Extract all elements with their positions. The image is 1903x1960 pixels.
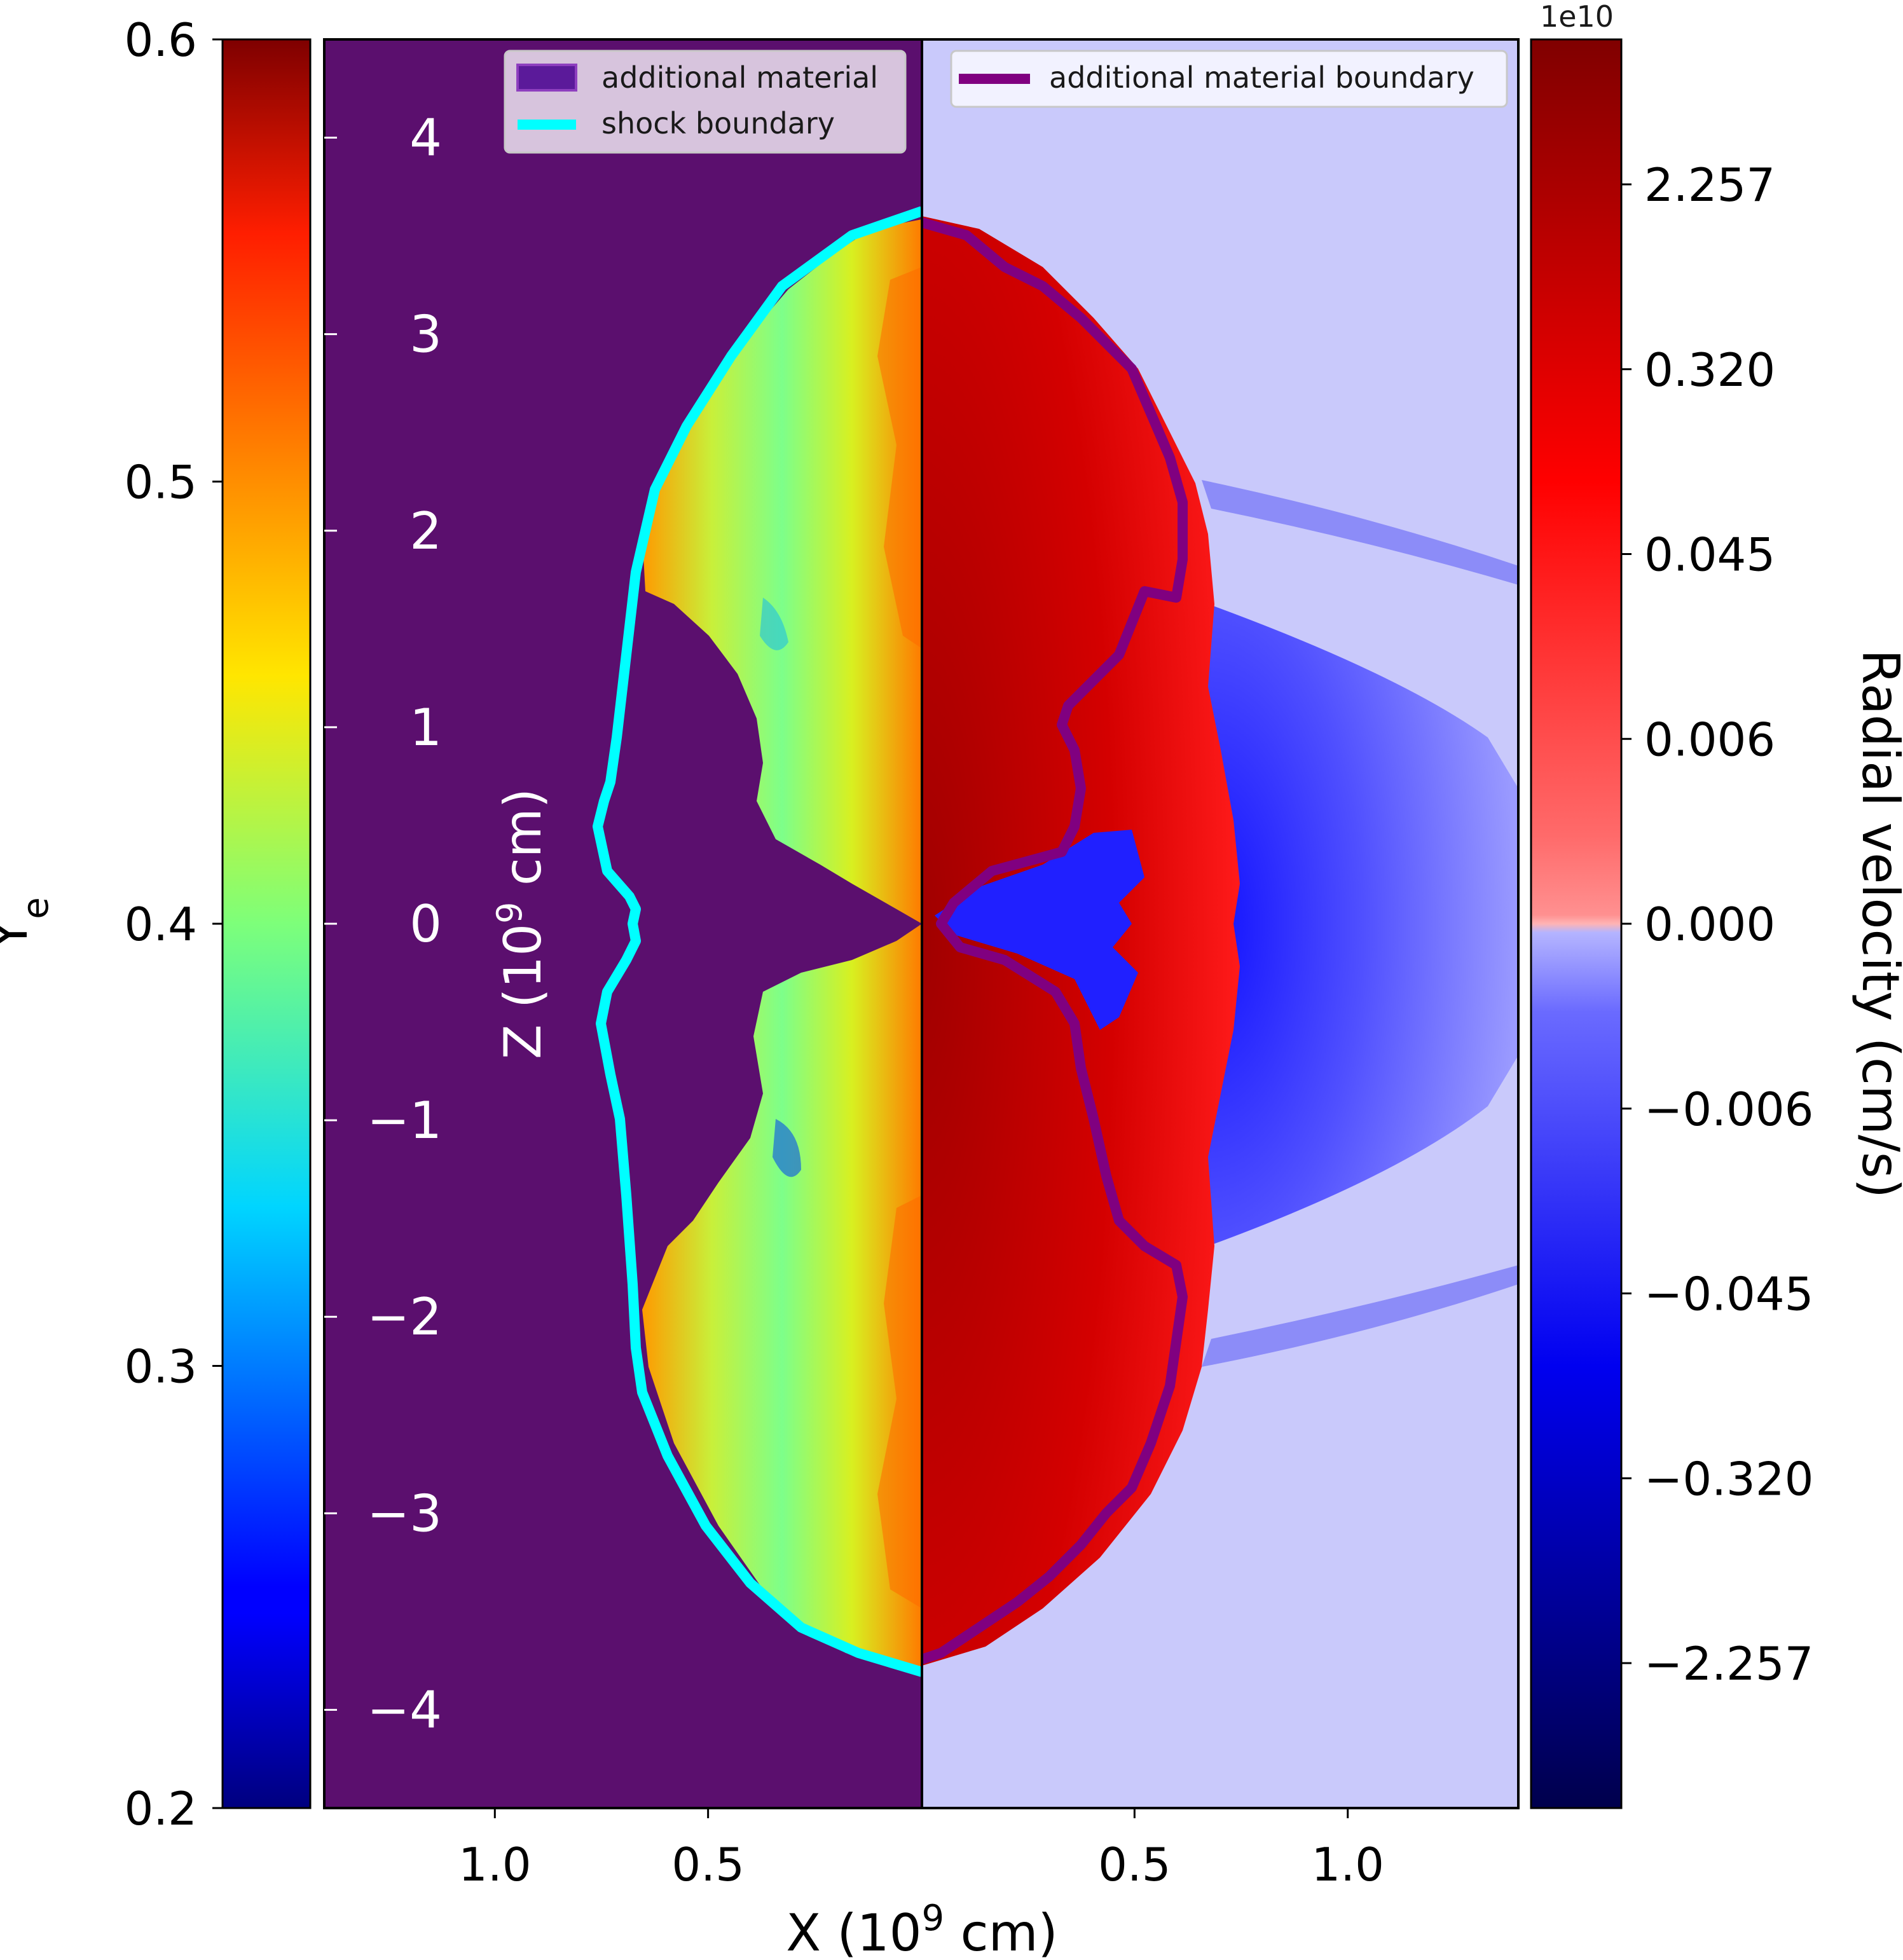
z-axis: 4 3 2 1 0 −1 −2 −3 −4 Z (109 cm) bbox=[324, 109, 553, 1739]
velocity-legend-box bbox=[950, 50, 1508, 108]
velocity-colorbar-multiplier: 1e10 bbox=[1540, 0, 1614, 34]
velocity-colorbar-tick-label: 0.000 bbox=[1644, 898, 1775, 951]
velocity-colorbar-tick-label: −0.320 bbox=[1644, 1452, 1813, 1505]
velocity-infall-upper-arc bbox=[1202, 480, 1518, 585]
shock-boundary-line bbox=[593, 206, 922, 1677]
velocity-legend: additional material boundary bbox=[950, 50, 1508, 108]
z-axis-tick-label: 3 bbox=[409, 305, 442, 364]
z-axis-tick-label: −1 bbox=[367, 1091, 442, 1150]
x-axis-tick-label: 0.5 bbox=[671, 1838, 745, 1891]
x-axis-tick-label: 1.0 bbox=[458, 1838, 532, 1891]
ye-colorbar: 0.6 0.5 0.4 0.3 0.2 Ye bbox=[0, 13, 312, 1835]
ye-panel bbox=[324, 39, 922, 1808]
velocity-colorbar: 1e10 2.257 0.320 0.045 0.006 0.000 −0.006 −0.0… bbox=[1530, 0, 1903, 1809]
ye-ejecta-low-ye-patch-upper bbox=[760, 598, 788, 650]
z-axis-tick-label: 4 bbox=[409, 109, 442, 168]
velocity-colorbar-tick-label: −2.257 bbox=[1644, 1637, 1813, 1690]
shock-boundary-label: shock boundary bbox=[601, 106, 835, 140]
ye-colorbar-tick-label: 0.4 bbox=[124, 898, 197, 951]
velocity-colorbar-tick-label: −0.006 bbox=[1644, 1083, 1813, 1136]
velocity-colorbar-tick-label: 2.257 bbox=[1644, 158, 1775, 212]
velocity-colorbar-tick-label: 0.045 bbox=[1644, 528, 1775, 582]
x-axis-title: X (109 cm) bbox=[786, 1898, 1057, 1960]
velocity-colorbar-tick-label: −0.045 bbox=[1644, 1268, 1813, 1321]
x-axis: 1.0 0.5 0.5 1.0 X (109 cm) bbox=[458, 1808, 1384, 1960]
velocity-central-infall bbox=[935, 830, 1144, 1030]
ye-colorbar-tick-label: 0.6 bbox=[124, 13, 197, 67]
z-axis-tick-label: 1 bbox=[409, 698, 442, 757]
x-axis-tick-label: 0.5 bbox=[1098, 1838, 1171, 1891]
z-axis-tick-label: −3 bbox=[367, 1484, 442, 1543]
velocity-colorbar-gradient bbox=[1530, 38, 1623, 1809]
velocity-panel bbox=[922, 39, 1518, 1808]
ye-ejecta-hot-core bbox=[877, 267, 922, 1608]
additional-material-label: additional material bbox=[601, 60, 878, 95]
ye-colorbar-tick-label: 0.2 bbox=[124, 1782, 197, 1835]
ye-colorbar-tick-label: 0.5 bbox=[124, 456, 197, 509]
ye-legend-box bbox=[504, 50, 907, 154]
ye-colorbar-label: Ye bbox=[0, 897, 57, 950]
additional-material-swatch bbox=[516, 64, 577, 92]
z-axis-tick-label: −4 bbox=[367, 1680, 442, 1739]
velocity-colorbar-tick-label: 0.006 bbox=[1644, 713, 1775, 766]
velocity-infall-lower-arc bbox=[1202, 1265, 1518, 1367]
z-axis-tick-label: 2 bbox=[409, 502, 442, 561]
material-boundary-label: additional material boundary bbox=[1049, 60, 1474, 95]
material-boundary-line bbox=[922, 217, 1188, 1664]
z-axis-title: Z (109 cm) bbox=[490, 788, 553, 1059]
ye-legend: additional material shock boundary bbox=[504, 50, 907, 154]
velocity-infall-region bbox=[1208, 604, 1518, 1246]
ye-ejecta-region bbox=[642, 219, 922, 1672]
velocity-colorbar-label: Radial velocity (cm/s) bbox=[1851, 649, 1903, 1198]
z-axis-tick-label: 0 bbox=[409, 894, 442, 954]
z-axis-tick-label: −2 bbox=[367, 1287, 442, 1347]
x-axis-tick-label: 1.0 bbox=[1311, 1838, 1384, 1891]
ye-colorbar-tick-label: 0.3 bbox=[124, 1340, 197, 1394]
ye-colorbar-gradient bbox=[221, 38, 312, 1809]
ye-ejecta-low-ye-patch-lower bbox=[773, 1119, 801, 1177]
velocity-colorbar-tick-label: 0.320 bbox=[1644, 343, 1775, 397]
